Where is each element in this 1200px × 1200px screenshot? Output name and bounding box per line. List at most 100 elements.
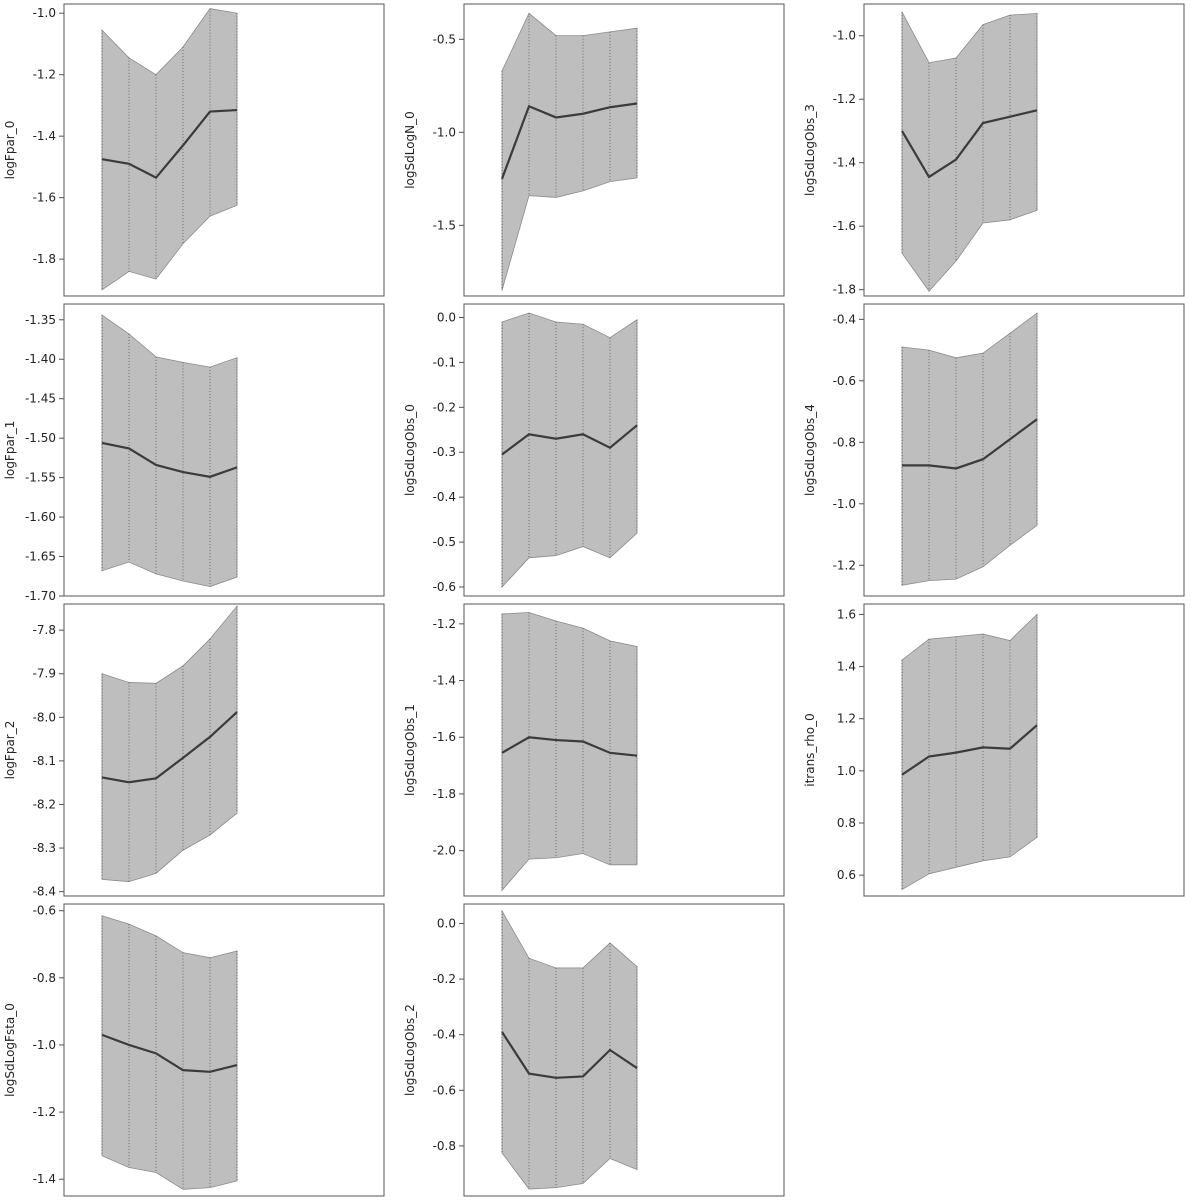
y-tick-label: -1.2 [33,68,56,82]
y-tick-label: -0.2 [433,400,456,414]
plot-frame [63,603,385,897]
y-tick-label: -1.0 [833,497,856,511]
confidence-band [901,11,1038,292]
y-axis-label: logSdLogObs_1 [403,704,417,796]
mean-line [501,736,638,757]
y-tick-label: 0.6 [837,868,856,882]
y-tick-label: -1.0 [833,29,856,43]
plot-frame [863,3,1185,297]
y-tick-label: -1.0 [433,125,456,139]
y-tick-label: -8.3 [33,841,56,855]
mean-line [501,424,638,456]
y-tick-label: 1.0 [837,764,856,778]
confidence-band [901,613,1038,891]
y-tick-label: -0.1 [433,355,456,369]
confidence-band [501,909,638,1190]
panel-logFpar_2: -8.4 -8.3 -8.2 -8.1 -8.0 -7.9 -7.8 logFpar_2 [3,603,385,899]
plot-frame [863,303,1185,597]
y-tick-label: -2.0 [433,844,456,858]
y-axis-label: logFpar_2 [3,721,17,780]
panel-logSdLogObs_2: -0.8 -0.6 -0.4 -0.2 0.0 logSdLogObs_2 [403,903,785,1197]
y-tick-label: -8.2 [33,797,56,811]
y-tick-label: -1.8 [33,252,56,266]
y-tick-label: 0.8 [837,816,856,830]
y-tick-label: -1.5 [433,218,456,232]
y-tick-label: -7.8 [33,623,56,637]
y-tick-label: -1.2 [833,558,856,572]
y-tick-label: -1.2 [33,1105,56,1119]
y-tick-label: -1.4 [433,674,456,688]
y-axis-label: logSdLogObs_0 [403,404,417,496]
y-tick-label: -0.6 [433,580,456,594]
panel-logSdLogObs_4: -1.2 -1.0 -0.8 -0.6 -0.4 logSdLogObs_4 [803,303,1185,597]
confidence-band [101,915,238,1190]
panel-logFpar_0: -1.8 -1.6 -1.4 -1.2 -1.0 logFpar_0 [3,3,385,297]
plot-frame [463,903,785,1197]
plot-frame [63,3,385,297]
plot-frame [463,603,785,897]
y-tick-label: -1.35 [25,313,56,327]
y-tick-label: -8.4 [33,885,56,899]
plot-frame [63,903,385,1197]
y-tick-label: -1.0 [33,1038,56,1052]
y-axis-label: logSdLogN_0 [403,111,417,189]
y-tick-label: -1.4 [33,129,56,143]
y-tick-label: -0.2 [433,972,456,986]
plot-frame [463,3,785,297]
y-tick-label: -1.60 [25,510,56,524]
y-tick-label: -0.4 [433,490,456,504]
y-tick-label: -1.0 [33,6,56,20]
y-tick-label: -1.6 [433,730,456,744]
panel-logSdLogObs_1: -2.0 -1.8 -1.6 -1.4 -1.2 logSdLogObs_1 [403,603,785,897]
y-tick-label: -1.55 [25,471,56,485]
y-tick-label: -1.45 [25,392,56,406]
y-tick-label: -0.3 [433,445,456,459]
confidence-band [501,312,638,589]
mean-line [501,1031,638,1079]
y-tick-label: -0.8 [833,435,856,449]
y-tick-label: -1.6 [833,219,856,233]
y-tick-label: -1.8 [433,787,456,801]
panel-logFpar_1: -1.70 -1.65 -1.60 -1.55 -1.50 -1.45 -1.40 -1.35… [3,303,385,603]
y-axis-label: logFpar_0 [3,121,17,180]
y-tick-label: 1.2 [837,712,856,726]
y-tick-label: -8.0 [33,710,56,724]
y-tick-label: -1.65 [25,550,56,564]
y-tick-label: -1.50 [25,431,56,445]
y-tick-label: -1.70 [25,589,56,603]
mean-line [101,711,238,784]
confidence-band [901,312,1038,586]
panel-logSdLogN_0: -1.5 -1.0 -0.5 logSdLogN_0 [403,3,785,297]
y-tick-label: 1.6 [837,607,856,621]
y-axis-label: itrans_rho_0 [803,713,817,787]
y-tick-label: -0.6 [433,1083,456,1097]
panel-logSdLogFsta_0: -1.4 -1.2 -1.0 -0.8 -0.6 logSdLogFsta_0 [3,903,385,1197]
y-tick-label: -7.9 [33,667,56,681]
mean-line [101,1033,238,1073]
y-tick-label: -0.8 [433,1139,456,1153]
y-axis-label: logSdLogObs_2 [403,1004,417,1096]
y-tick-label: -1.2 [433,617,456,631]
panel-itrans_rho_0: 0.6 0.8 1.0 1.2 1.4 1.6 itrans_rho_0 [803,603,1185,897]
y-tick-label: -0.5 [433,32,456,46]
y-tick-label: -1.2 [833,92,856,106]
y-tick-label: 1.4 [837,660,856,674]
mean-line [901,724,1038,776]
y-tick-label: 0.0 [437,310,456,324]
y-axis-label: logSdLogObs_3 [803,104,817,196]
mean-line [101,441,238,478]
y-tick-label: -1.8 [833,283,856,297]
confidence-band [501,612,638,892]
mean-line [902,418,1038,470]
plot-frame [863,603,1185,897]
y-tick-label: -0.4 [833,312,856,326]
y-tick-label: -0.4 [433,1028,456,1042]
y-tick-label: -8.1 [33,754,56,768]
y-tick-label: -1.4 [33,1172,56,1186]
confidence-band [101,314,238,587]
y-tick-label: 0.0 [437,916,456,930]
confidence-band [101,605,238,883]
y-tick-label: -0.5 [433,535,456,549]
mean-line [901,109,1038,179]
plot-frame [63,303,385,597]
